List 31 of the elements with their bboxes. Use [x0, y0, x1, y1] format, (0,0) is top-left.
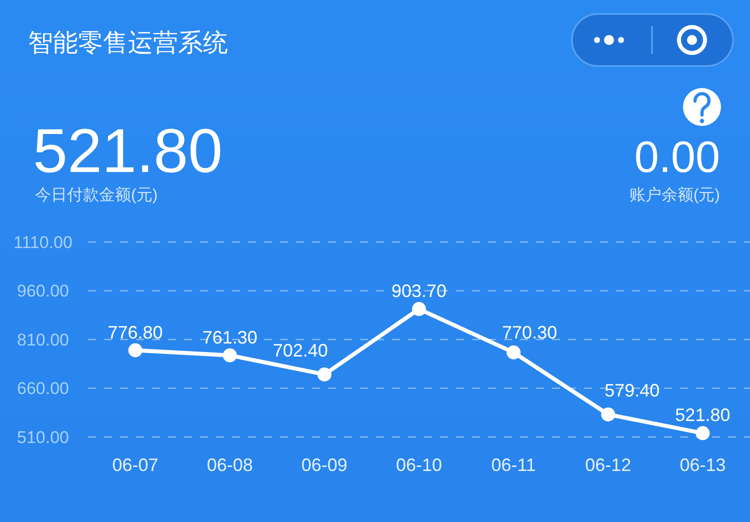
point	[412, 302, 426, 316]
y-tick-label: 660.00	[17, 379, 69, 398]
text: 账户余额(元)	[629, 186, 720, 204]
x-tick-label: 06-11	[491, 455, 536, 475]
data-label: 521.80	[675, 405, 730, 426]
x-tick-label: 06-13	[680, 455, 726, 475]
point	[317, 367, 332, 382]
text: 521.80	[33, 117, 223, 186]
y-tick-label: 810.00	[17, 330, 69, 350]
x-tick-label: 06-08	[206, 455, 253, 475]
text: 0.00	[634, 133, 720, 182]
point	[506, 345, 521, 360]
chart-title: 智能零售运营系统	[28, 29, 228, 57]
text: 今日付款金额(元)	[35, 186, 158, 204]
x-tick-label: 06-09	[301, 455, 348, 475]
point	[128, 343, 142, 358]
data-label: 776.80	[108, 322, 163, 342]
data-label: 903.70	[391, 281, 447, 302]
data-label: 761.30	[202, 327, 258, 348]
point	[696, 426, 710, 440]
data-label: 770.30	[502, 322, 558, 342]
x-tick-label: 06-12	[585, 455, 632, 475]
x-tick-label: 06-10	[396, 455, 442, 475]
y-tick-label: 960.00	[17, 282, 69, 301]
y-tick-label: 1110.00	[14, 232, 72, 252]
y-tick-label: 510.00	[17, 428, 69, 447]
point	[601, 407, 616, 422]
point	[222, 348, 237, 362]
x-tick-label: 06-07	[112, 455, 158, 475]
data-label: 579.40	[604, 380, 660, 400]
data-label: 702.40	[272, 340, 328, 360]
